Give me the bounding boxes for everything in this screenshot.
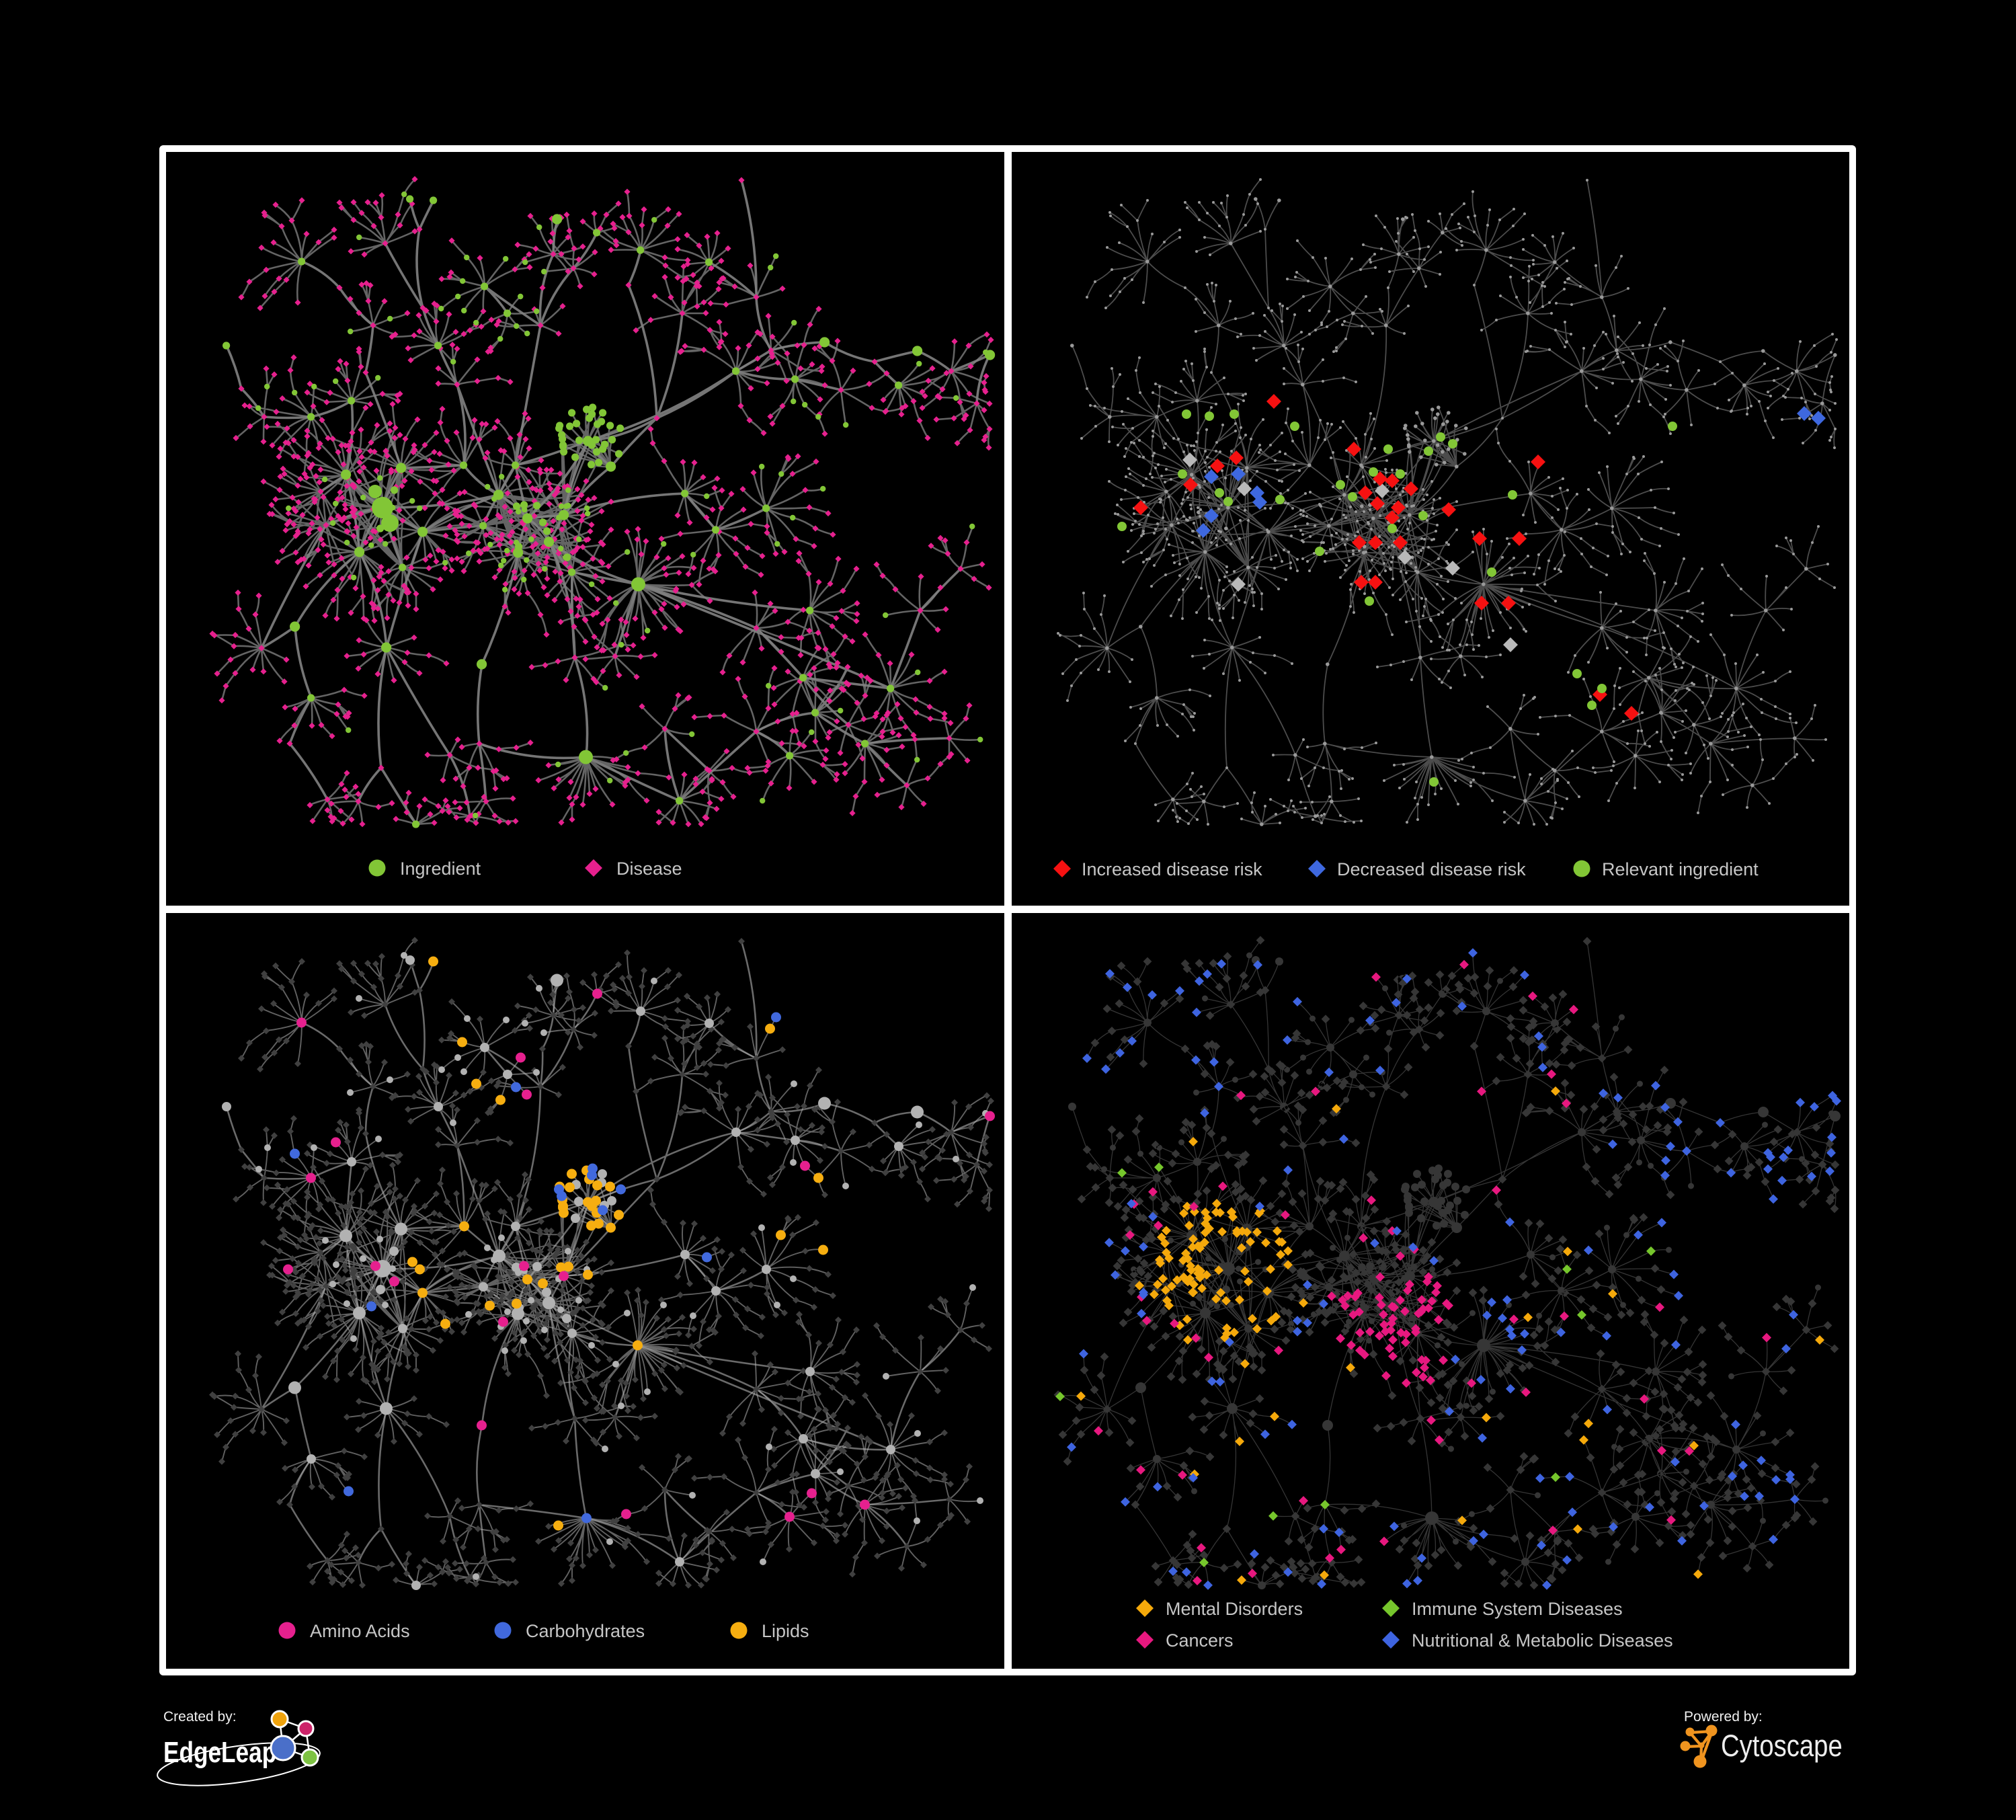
- svg-text:Mental Disorders: Mental Disorders: [1166, 1599, 1303, 1619]
- svg-text:Lipids: Lipids: [762, 1621, 809, 1641]
- svg-text:Cancers: Cancers: [1166, 1630, 1234, 1651]
- svg-text:Immune System Diseases: Immune System Diseases: [1412, 1599, 1623, 1619]
- svg-text:Amino Acids: Amino Acids: [310, 1621, 410, 1641]
- svg-text:Carbohydrates: Carbohydrates: [526, 1621, 645, 1641]
- svg-text:Nutritional & Metabolic Diseas: Nutritional & Metabolic Diseases: [1412, 1630, 1673, 1651]
- svg-text:Disease: Disease: [616, 859, 682, 879]
- svg-text:Increased disease risk: Increased disease risk: [1082, 859, 1262, 879]
- svg-text:Ingredient: Ingredient: [400, 859, 481, 879]
- svg-text:Decreased disease risk: Decreased disease risk: [1337, 859, 1526, 879]
- svg-text:Relevant ingredient: Relevant ingredient: [1602, 859, 1759, 879]
